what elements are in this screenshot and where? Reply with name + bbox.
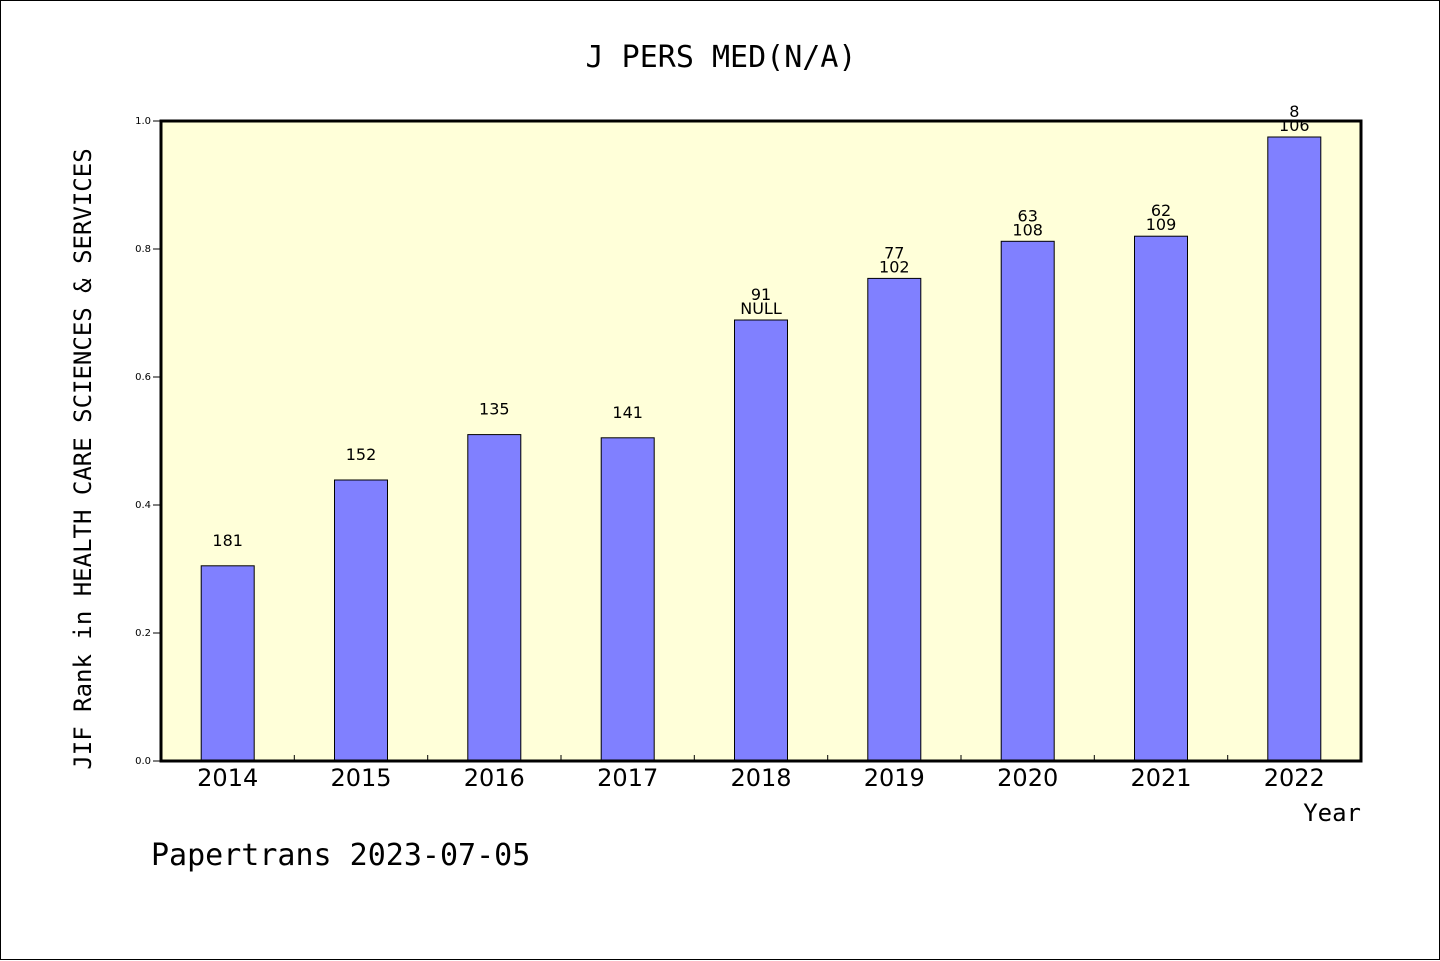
bar-2021 xyxy=(1134,235,1188,762)
bar-label-bottom-2022: 106 xyxy=(1279,116,1310,135)
bar-2020 xyxy=(1000,240,1055,762)
bar-label-2014: 181 xyxy=(212,531,243,550)
x-axis-ticks: 2014 2015 2016 2017 2018 2019 2020 2021 2022 xyxy=(197,755,1325,792)
bar-label-top-2021: 62 xyxy=(1151,201,1171,220)
bar-label-bottom-2021: 109 xyxy=(1146,215,1177,234)
x-tick-label-2015: 2015 xyxy=(330,764,391,792)
bar-label-bottom-2020: 108 xyxy=(1012,220,1043,239)
x-axis-label: Year xyxy=(1303,799,1361,827)
x-tick-label-2019: 2019 xyxy=(864,764,925,792)
bar-label-bottom-2018: NULL xyxy=(740,299,782,318)
bar-label-top-2022: 8 xyxy=(1289,102,1299,121)
y-axis-label: JIF Rank in HEALTH CARE SCIENCES & SERVI… xyxy=(69,148,97,769)
plot-border xyxy=(159,119,1363,763)
x-tick-label-2021: 2021 xyxy=(1130,764,1191,792)
bar-2015 xyxy=(334,479,388,762)
bar-label-top-2019: 77 xyxy=(884,243,904,262)
x-tick-label-2016: 2016 xyxy=(464,764,525,792)
bar-label-2016: 135 xyxy=(479,400,510,419)
y-tick-label: 0.6 xyxy=(135,372,151,383)
bars-group xyxy=(200,136,1322,762)
x-tick-label-2022: 2022 xyxy=(1264,764,1325,792)
bar-2017 xyxy=(600,437,655,762)
y-axis-ticks: 0.0 0.2 0.4 0.6 0.8 1.0 xyxy=(135,116,161,767)
x-tick-label-2018: 2018 xyxy=(730,764,791,792)
y-tick-label: 0.0 xyxy=(135,756,151,767)
footer-credit: Papertrans 2023-07-05 xyxy=(151,838,530,873)
bar-label-2015: 152 xyxy=(346,445,377,464)
x-tick-label-2020: 2020 xyxy=(997,764,1058,792)
y-tick-label: 0.4 xyxy=(135,500,151,511)
bar-2019 xyxy=(867,277,922,762)
y-tick-label: 0.8 xyxy=(135,244,151,255)
bar-2014 xyxy=(200,565,255,762)
bar-2018 xyxy=(734,319,788,762)
bar-label-top-2020: 63 xyxy=(1018,206,1038,225)
x-tick-label-2017: 2017 xyxy=(597,764,658,792)
bar-label-bottom-2019: 102 xyxy=(879,257,910,276)
x-tick-label-2014: 2014 xyxy=(197,764,258,792)
bar-label-top-2018: 91 xyxy=(751,285,771,304)
bar-label-2017: 141 xyxy=(612,403,643,422)
chart-title: J PERS MED(N/A) xyxy=(586,40,857,75)
bar-2022 xyxy=(1267,136,1322,762)
bar-2016 xyxy=(467,434,522,762)
y-tick-label: 0.2 xyxy=(135,628,151,639)
y-tick-label: 1.0 xyxy=(135,116,151,127)
